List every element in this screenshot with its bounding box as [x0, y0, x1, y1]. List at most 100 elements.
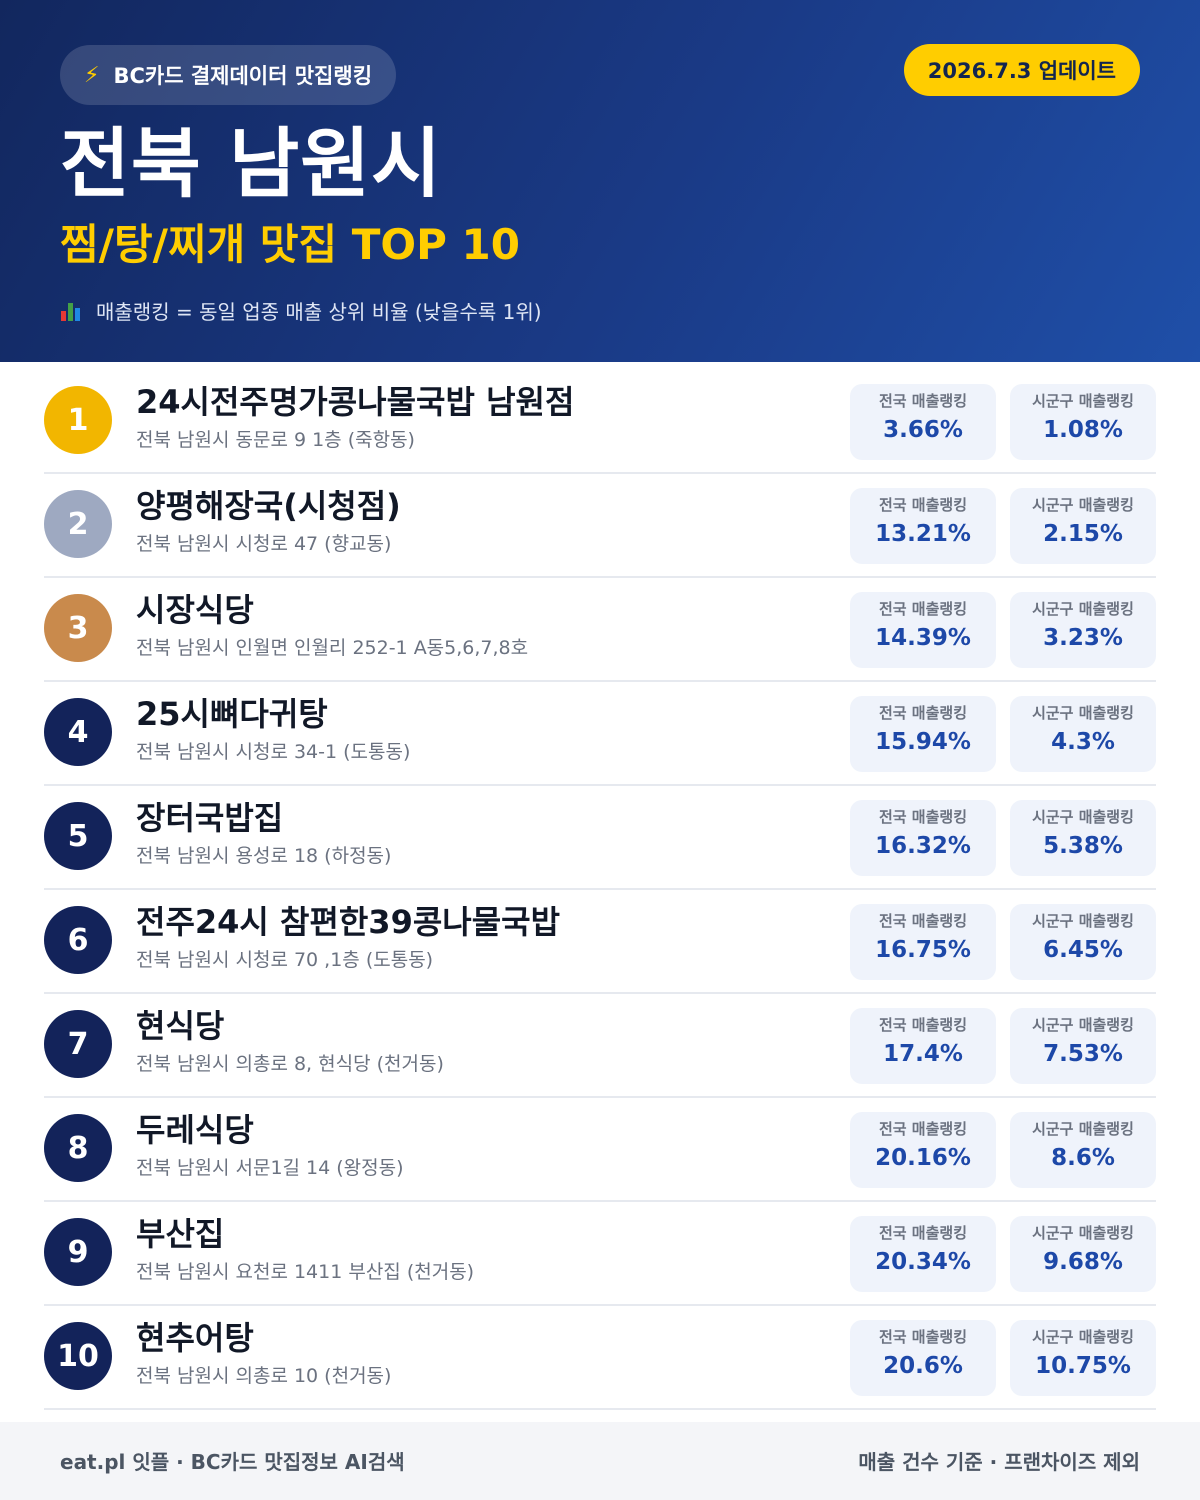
rank-badge: 3 [44, 594, 112, 662]
list-item[interactable]: 1 24시전주명가콩나물국밥 남원점 전북 남원시 동문로 9 1층 (죽항동)… [44, 370, 1156, 474]
restaurant-list: 1 24시전주명가콩나물국밥 남원점 전북 남원시 동문로 9 1층 (죽항동)… [44, 370, 1156, 1410]
ranking-note: 매출랭킹 = 동일 업종 매출 상위 비율 (낮을수록 1위) [60, 296, 542, 325]
local-ranking-label: 시군구 매출랭킹 [1032, 912, 1134, 930]
list-item[interactable]: 2 양평해장국(시청점) 전북 남원시 시청로 47 (향교동) 전국 매출랭킹… [44, 474, 1156, 578]
national-ranking-card: 전국 매출랭킹 16.32% [850, 800, 996, 876]
local-ranking-label: 시군구 매출랭킹 [1032, 1224, 1134, 1242]
ranking-note-text: 매출랭킹 = 동일 업종 매출 상위 비율 (낮을수록 1위) [96, 300, 542, 324]
list-item[interactable]: 8 두레식당 전북 남원시 서문1길 14 (왕정동) 전국 매출랭킹 20.1… [44, 1098, 1156, 1202]
rank-badge: 7 [44, 1010, 112, 1078]
list-item[interactable]: 5 장터국밥집 전북 남원시 용성로 18 (하정동) 전국 매출랭킹 16.3… [44, 786, 1156, 890]
page-subtitle: 찜/탕/찌개 맛집 TOP 10 [60, 220, 520, 269]
national-ranking-label: 전국 매출랭킹 [878, 1016, 968, 1034]
restaurant-address: 전북 남원시 시청로 70 ,1층 (도통동) [136, 949, 434, 971]
restaurant-name: 부산집 [136, 1215, 225, 1253]
local-ranking-label: 시군구 매출랭킹 [1032, 392, 1134, 410]
rank-badge: 4 [44, 698, 112, 766]
national-ranking-card: 전국 매출랭킹 17.4% [850, 1008, 996, 1084]
local-ranking-value: 2.15% [1043, 520, 1123, 547]
footer-source: eat.pl 잇플 · BC카드 맛집정보 AI검색 [60, 1450, 405, 1474]
local-ranking-card: 시군구 매출랭킹 7.53% [1010, 1008, 1156, 1084]
national-ranking-card: 전국 매출랭킹 20.34% [850, 1216, 996, 1292]
national-ranking-card: 전국 매출랭킹 20.16% [850, 1112, 996, 1188]
national-ranking-label: 전국 매출랭킹 [878, 392, 968, 410]
list-item[interactable]: 6 전주24시 참편한39콩나물국밥 전북 남원시 시청로 70 ,1층 (도통… [44, 890, 1156, 994]
local-ranking-value: 7.53% [1043, 1040, 1123, 1067]
update-date-badge: 2026.7.3 업데이트 [903, 44, 1140, 96]
local-ranking-label: 시군구 매출랭킹 [1032, 496, 1134, 514]
rank-badge: 8 [44, 1114, 112, 1182]
header-banner: ⚡ BC카드 결제데이터 맛집랭킹 2026.7.3 업데이트 전북 남원시 찜… [0, 0, 1200, 362]
restaurant-name: 현식당 [136, 1007, 225, 1045]
local-ranking-value: 8.6% [1051, 1144, 1115, 1171]
national-ranking-label: 전국 매출랭킹 [878, 1224, 968, 1242]
local-ranking-label: 시군구 매출랭킹 [1032, 1016, 1134, 1034]
local-ranking-label: 시군구 매출랭킹 [1032, 1328, 1134, 1346]
local-ranking-value: 1.08% [1043, 416, 1123, 443]
list-item[interactable]: 9 부산집 전북 남원시 요천로 1411 부산집 (천거동) 전국 매출랭킹 … [44, 1202, 1156, 1306]
national-ranking-value: 3.66% [883, 416, 963, 443]
national-ranking-value: 15.94% [875, 728, 971, 755]
page-title: 전북 남원시 [60, 119, 443, 208]
restaurant-name: 두레식당 [136, 1111, 254, 1149]
local-ranking-card: 시군구 매출랭킹 9.68% [1010, 1216, 1156, 1292]
source-pill: ⚡ BC카드 결제데이터 맛집랭킹 [60, 45, 397, 105]
rank-badge: 5 [44, 802, 112, 870]
restaurant-address: 전북 남원시 요천로 1411 부산집 (천거동) [136, 1261, 475, 1283]
local-ranking-card: 시군구 매출랭킹 4.3% [1010, 696, 1156, 772]
restaurant-name: 양평해장국(시청점) [136, 487, 401, 525]
local-ranking-card: 시군구 매출랭킹 8.6% [1010, 1112, 1156, 1188]
restaurant-address: 전북 남원시 인월면 인월리 252-1 A동5,6,7,8호 [136, 637, 529, 659]
national-ranking-value: 13.21% [875, 520, 971, 547]
national-ranking-card: 전국 매출랭킹 15.94% [850, 696, 996, 772]
local-ranking-card: 시군구 매출랭킹 5.38% [1010, 800, 1156, 876]
national-ranking-label: 전국 매출랭킹 [878, 496, 968, 514]
national-ranking-value: 20.34% [875, 1248, 971, 1275]
restaurant-address: 전북 남원시 동문로 9 1층 (죽항동) [136, 429, 415, 451]
national-ranking-value: 14.39% [875, 624, 971, 651]
national-ranking-label: 전국 매출랭킹 [878, 1120, 968, 1138]
national-ranking-label: 전국 매출랭킹 [878, 600, 968, 618]
national-ranking-value: 16.75% [875, 936, 971, 963]
rank-badge: 10 [44, 1322, 112, 1390]
local-ranking-label: 시군구 매출랭킹 [1032, 1120, 1134, 1138]
rank-badge: 9 [44, 1218, 112, 1286]
restaurant-name: 24시전주명가콩나물국밥 남원점 [136, 383, 575, 421]
restaurant-address: 전북 남원시 시청로 47 (향교동) [136, 533, 392, 555]
local-ranking-card: 시군구 매출랭킹 10.75% [1010, 1320, 1156, 1396]
national-ranking-label: 전국 매출랭킹 [878, 808, 968, 826]
list-item[interactable]: 3 시장식당 전북 남원시 인월면 인월리 252-1 A동5,6,7,8호 전… [44, 578, 1156, 682]
national-ranking-card: 전국 매출랭킹 20.6% [850, 1320, 996, 1396]
local-ranking-card: 시군구 매출랭킹 1.08% [1010, 384, 1156, 460]
restaurant-name: 현추어탕 [136, 1319, 254, 1357]
national-ranking-value: 16.32% [875, 832, 971, 859]
list-item[interactable]: 10 현추어탕 전북 남원시 의총로 10 (천거동) 전국 매출랭킹 20.6… [44, 1306, 1156, 1410]
national-ranking-value: 20.6% [883, 1352, 963, 1379]
rank-badge: 2 [44, 490, 112, 558]
restaurant-name: 시장식당 [136, 591, 254, 629]
restaurant-name: 25시뼈다귀탕 [136, 695, 328, 733]
restaurant-address: 전북 남원시 용성로 18 (하정동) [136, 845, 392, 867]
restaurant-address: 전북 남원시 의총로 8, 현식당 (천거동) [136, 1053, 444, 1075]
national-ranking-label: 전국 매출랭킹 [878, 912, 968, 930]
local-ranking-value: 6.45% [1043, 936, 1123, 963]
restaurant-address: 전북 남원시 시청로 34-1 (도통동) [136, 741, 411, 763]
national-ranking-value: 20.16% [875, 1144, 971, 1171]
local-ranking-label: 시군구 매출랭킹 [1032, 808, 1134, 826]
local-ranking-value: 3.23% [1043, 624, 1123, 651]
local-ranking-value: 9.68% [1043, 1248, 1123, 1275]
restaurant-name: 전주24시 참편한39콩나물국밥 [136, 903, 561, 941]
restaurant-address: 전북 남원시 의총로 10 (천거동) [136, 1365, 392, 1387]
local-ranking-label: 시군구 매출랭킹 [1032, 600, 1134, 618]
bar-chart-icon [60, 300, 82, 322]
local-ranking-value: 4.3% [1051, 728, 1115, 755]
list-item[interactable]: 7 현식당 전북 남원시 의총로 8, 현식당 (천거동) 전국 매출랭킹 17… [44, 994, 1156, 1098]
local-ranking-value: 5.38% [1043, 832, 1123, 859]
local-ranking-card: 시군구 매출랭킹 6.45% [1010, 904, 1156, 980]
source-pill-label: BC카드 결제데이터 맛집랭킹 [113, 64, 373, 88]
footer-criteria: 매출 건수 기준 · 프랜차이즈 제외 [858, 1450, 1140, 1474]
national-ranking-card: 전국 매출랭킹 14.39% [850, 592, 996, 668]
list-item[interactable]: 4 25시뼈다귀탕 전북 남원시 시청로 34-1 (도통동) 전국 매출랭킹 … [44, 682, 1156, 786]
national-ranking-label: 전국 매출랭킹 [878, 704, 968, 722]
footer: eat.pl 잇플 · BC카드 맛집정보 AI검색 매출 건수 기준 · 프랜… [0, 1422, 1200, 1500]
